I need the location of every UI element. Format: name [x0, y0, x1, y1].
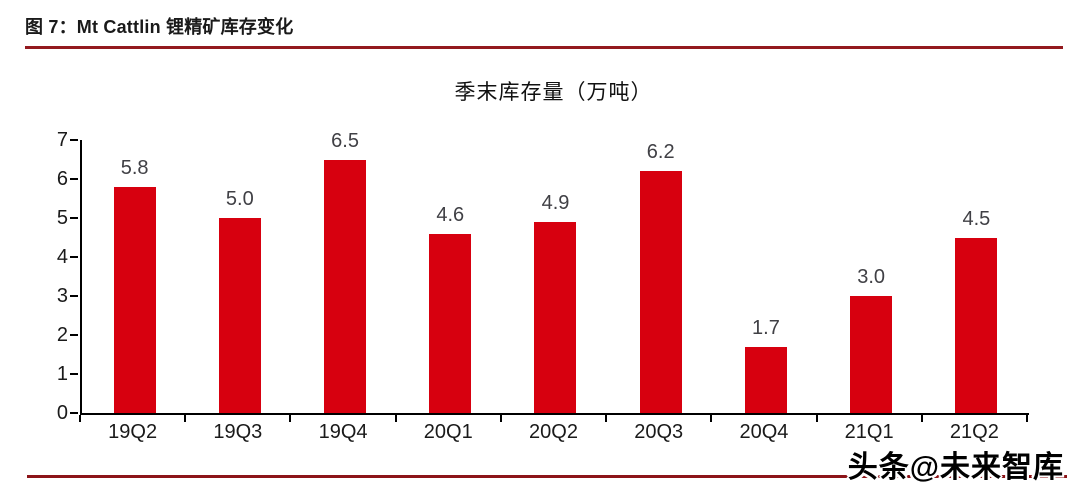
bar-value-label: 4.6: [436, 203, 465, 226]
bar-slot: 5.0: [187, 140, 292, 413]
bar: [218, 218, 261, 413]
bar-slot: 4.5: [924, 140, 1029, 413]
x-tick-mark: [184, 415, 187, 422]
bar: [850, 296, 893, 413]
y-tick-label: 5: [56, 207, 68, 229]
bar: [744, 346, 787, 413]
x-tick-label: 21Q2: [949, 421, 999, 443]
x-tick-mark: [79, 415, 81, 422]
x-tick-label: 19Q4: [318, 421, 368, 443]
bar-value-label: 3.0: [857, 266, 886, 288]
x-tick-mark: [1026, 415, 1028, 422]
y-tick-mark: [70, 334, 78, 336]
y-tick-mark: [70, 139, 78, 141]
y-tick-label: 4: [56, 246, 68, 268]
x-axis-labels: 19Q2 19Q3 19Q4 20Q1 20Q2 20Q3 20Q4 21Q1 21Q2: [80, 421, 1027, 444]
bar-slot: 5.8: [82, 140, 187, 413]
x-tick-mark: [605, 415, 608, 422]
x-tick-label: 20Q1: [423, 421, 473, 443]
x-tick-mark: [394, 415, 397, 422]
x-tick-label: 19Q2: [108, 421, 158, 443]
y-tick-label: 3: [56, 285, 68, 307]
y-tick-mark: [70, 256, 78, 258]
bar-slot: 4.6: [398, 140, 503, 413]
bar-value-label: 4.5: [962, 207, 991, 230]
chart-title: 季末库存量（万吨）: [454, 81, 653, 104]
bar-slot: 6.2: [608, 140, 713, 413]
y-tick-label: 0: [56, 402, 68, 424]
bar-value-label: 6.5: [331, 129, 359, 152]
bar: [113, 186, 156, 413]
x-tick-mark: [815, 415, 818, 422]
x-tick-label: 21Q1: [844, 421, 894, 443]
bar: [324, 159, 367, 413]
y-tick-label: 1: [56, 363, 68, 385]
x-tick-label: 20Q4: [739, 421, 789, 443]
bottom-divider: [27, 475, 1067, 478]
bar-value-label: 4.9: [541, 191, 570, 214]
bar-slot: 3.0: [819, 140, 924, 413]
y-tick-mark: [70, 217, 78, 219]
y-tick-label: 6: [56, 168, 68, 190]
watermark: 头条@未来智库: [847, 451, 1064, 484]
x-tick-mark: [289, 415, 292, 422]
figure-caption: 图 7：Mt Cattlin 锂精矿库存变化: [25, 17, 294, 37]
x-tick-mark: [499, 415, 502, 422]
x-tick-label: 20Q3: [634, 421, 684, 443]
bar-slot: 6.5: [292, 130, 397, 413]
bar-slot: 4.9: [503, 140, 608, 413]
bar-value-label: 1.7: [752, 316, 780, 339]
bar-value-label: 5.0: [225, 188, 254, 210]
x-tick-mark: [920, 415, 923, 422]
x-tick-mark: [710, 415, 713, 422]
y-tick-label: 7: [56, 129, 68, 151]
y-tick-label: 2: [56, 324, 68, 346]
y-tick-mark: [70, 178, 78, 180]
y-tick-mark: [70, 295, 78, 297]
bar: [639, 171, 682, 413]
y-tick-mark: [70, 412, 78, 414]
bar: [429, 233, 472, 413]
bar: [955, 237, 998, 413]
bar-value-label: 6.2: [646, 141, 675, 164]
caption-divider: [25, 46, 1063, 49]
bar: [534, 221, 577, 413]
plot-area: 5.8 5.0 6.5 4.6 4.9 6.2 1.7 3.0 4.5: [80, 130, 1029, 415]
x-tick-label: 19Q3: [213, 421, 263, 443]
x-tick-label: 20Q2: [529, 421, 578, 443]
bar-value-label: 5.8: [120, 156, 149, 179]
bar-slot: 1.7: [713, 140, 818, 413]
bars-container: 5.8 5.0 6.5 4.6 4.9 6.2 1.7 3.0 4.5: [82, 130, 1029, 413]
y-tick-mark: [70, 373, 78, 375]
